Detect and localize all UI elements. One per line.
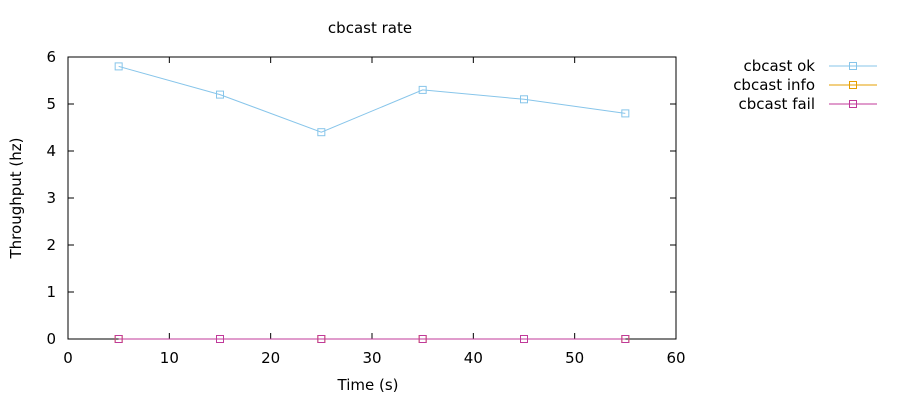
x-tick-label: 20: [261, 349, 280, 367]
y-tick-label: 0: [46, 330, 56, 348]
plot-area: [67, 56, 677, 340]
data-point: [418, 85, 427, 94]
series-line: [118, 65, 626, 133]
axes: 0 10 20 30 40 50 60 0 1 2 3 4 5 6: [46, 48, 685, 367]
legend-label: cbcast info: [733, 76, 815, 94]
data-point: [317, 128, 326, 137]
y-tick-label: 3: [46, 189, 56, 207]
data-point: [621, 109, 630, 118]
legend-marker: [849, 100, 857, 108]
data-point: [114, 62, 123, 71]
data-point: [317, 335, 326, 343]
data-point: [520, 95, 528, 104]
y-tick-label: 1: [46, 283, 56, 301]
data-point: [418, 335, 427, 343]
y-tick-label: 5: [46, 95, 56, 113]
y-tick-label: 2: [46, 236, 56, 254]
y-axis-label: Throughput (hz): [7, 138, 25, 260]
x-tick-label: 30: [362, 349, 381, 367]
series-cbcast-ok: [114, 62, 630, 137]
x-tick-label: 40: [464, 349, 483, 367]
series-cbcast-fail: [114, 335, 630, 343]
chart-title: cbcast rate: [328, 19, 412, 37]
legend-label: cbcast ok: [743, 57, 815, 75]
x-tick-label: 60: [666, 349, 685, 367]
data-point: [621, 335, 630, 343]
legend-item: cbcast fail: [739, 95, 877, 113]
data-point: [114, 335, 123, 343]
legend-marker: [849, 62, 857, 70]
series-layer: [114, 62, 630, 343]
legend-item: cbcast ok: [743, 57, 877, 75]
data-point: [216, 90, 224, 99]
x-axis-label: Time (s): [337, 376, 399, 394]
data-point: [216, 335, 224, 343]
y-tick-label: 6: [46, 48, 56, 66]
x-tick-label: 50: [565, 349, 584, 367]
legend-marker: [849, 81, 857, 89]
y-tick-label: 4: [46, 142, 56, 160]
legend-item: cbcast info: [733, 76, 877, 94]
legend-label: cbcast fail: [739, 95, 815, 113]
data-point: [520, 335, 528, 343]
x-tick-label: 10: [160, 349, 179, 367]
x-tick-label: 0: [63, 349, 73, 367]
